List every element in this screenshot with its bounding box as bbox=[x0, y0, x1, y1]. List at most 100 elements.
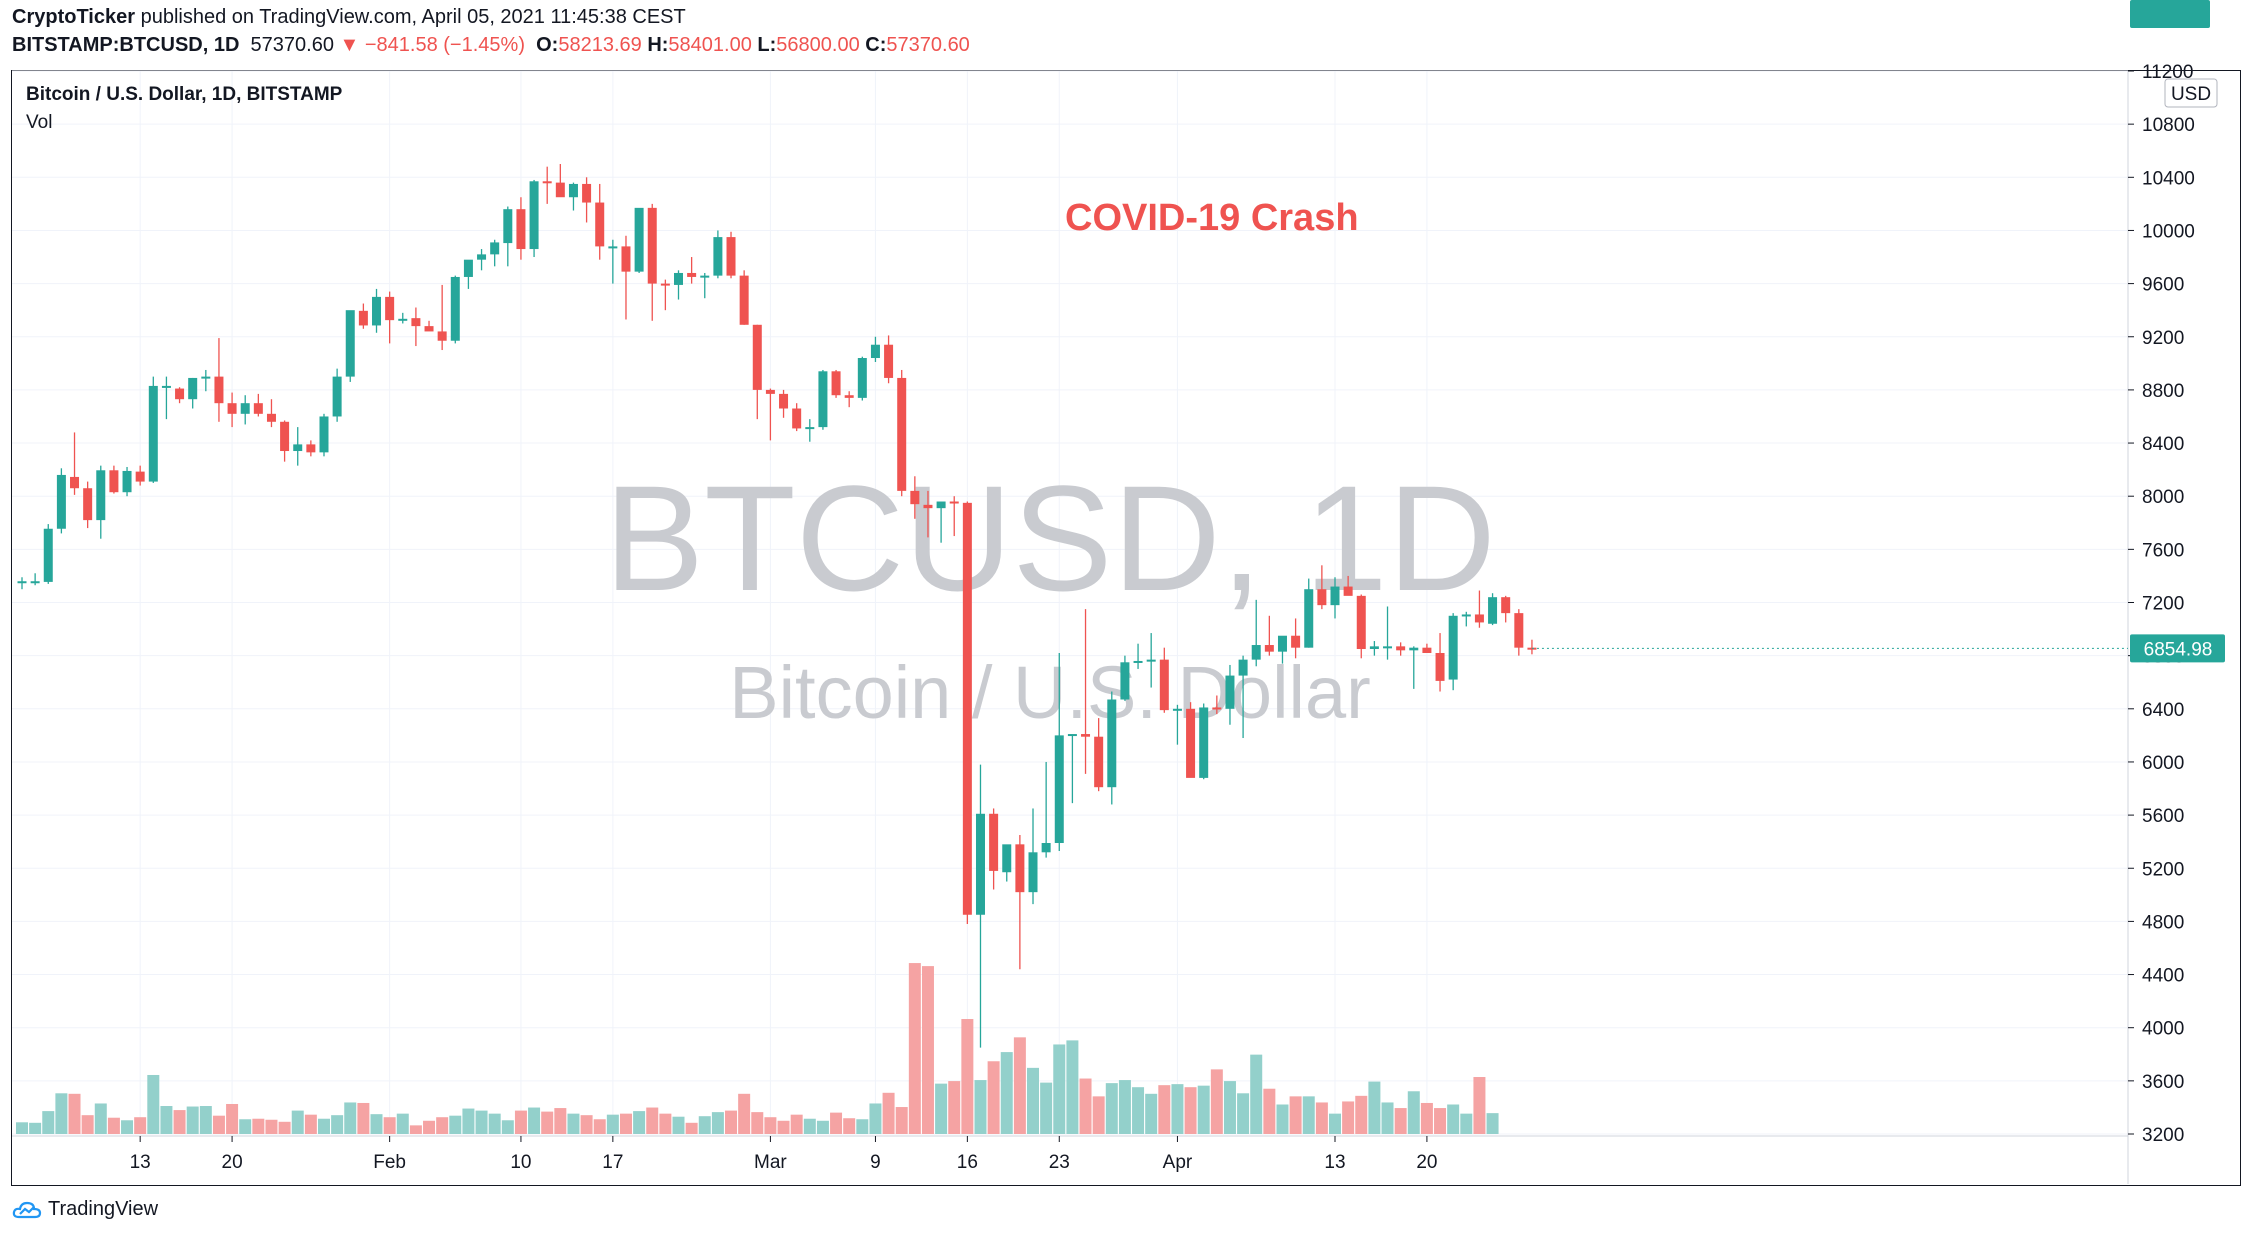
volume-bar bbox=[1184, 1087, 1197, 1134]
candle-body bbox=[1422, 647, 1432, 653]
volume-bar bbox=[331, 1115, 344, 1134]
volume-bar bbox=[29, 1122, 42, 1134]
price-change: ▼ −841.58 (−1.45%) bbox=[339, 34, 525, 56]
candle-body bbox=[1514, 613, 1524, 648]
x-tick-label: Feb bbox=[373, 1152, 406, 1173]
x-tick-label: 10 bbox=[510, 1152, 531, 1173]
x-tick-label: Apr bbox=[1163, 1152, 1193, 1173]
tradingview-logo[interactable]: TradingView bbox=[12, 1198, 158, 1221]
candle-body bbox=[739, 275, 749, 325]
candle-body bbox=[280, 421, 290, 452]
volume-bar bbox=[843, 1118, 856, 1134]
volume-bar bbox=[935, 1083, 948, 1134]
candle-body bbox=[437, 331, 447, 341]
candle-body bbox=[765, 389, 775, 394]
volume-bar bbox=[252, 1118, 265, 1134]
x-tick-label: 16 bbox=[957, 1152, 978, 1173]
volume-bar bbox=[357, 1102, 370, 1134]
candle-body bbox=[910, 490, 920, 505]
volume-bar bbox=[475, 1110, 488, 1134]
volume-bar bbox=[42, 1111, 55, 1134]
candle-body bbox=[490, 242, 500, 255]
candle-body bbox=[726, 237, 736, 276]
volume-bar bbox=[1381, 1102, 1394, 1134]
volume-bar bbox=[514, 1110, 527, 1134]
x-tick-label: Mar bbox=[754, 1152, 787, 1173]
low-label: L: bbox=[757, 34, 777, 56]
volume-bar bbox=[449, 1115, 462, 1134]
volume-bar bbox=[396, 1113, 409, 1134]
candle-body bbox=[398, 318, 408, 321]
symbol-label: BITSTAMP:BTCUSD, 1D bbox=[12, 34, 240, 56]
candle-body bbox=[135, 471, 145, 482]
candle-body bbox=[542, 181, 552, 184]
candle-body bbox=[792, 408, 802, 429]
candle-body bbox=[306, 444, 316, 453]
candle-body bbox=[345, 310, 355, 377]
volume-bar bbox=[265, 1119, 278, 1134]
cloud-icon bbox=[12, 1201, 42, 1218]
candle-body bbox=[109, 470, 119, 493]
volume-bar bbox=[1302, 1096, 1315, 1134]
volume-bar bbox=[68, 1093, 81, 1134]
volume-bar bbox=[659, 1113, 672, 1134]
candle-body bbox=[1107, 699, 1117, 788]
volume-bar bbox=[948, 1081, 961, 1134]
x-tick-label: 20 bbox=[222, 1152, 243, 1173]
volume-bar bbox=[107, 1117, 120, 1134]
close-value: 57370.60 bbox=[886, 34, 970, 56]
candle-body bbox=[1435, 652, 1445, 681]
candle-body bbox=[30, 581, 40, 584]
y-tick-label: 7200 bbox=[2142, 594, 2184, 615]
candle-body bbox=[332, 376, 342, 417]
candle-body bbox=[870, 344, 880, 359]
candle-body bbox=[779, 393, 789, 409]
candle-body bbox=[463, 259, 473, 277]
candle-body bbox=[700, 275, 710, 278]
volume-bar bbox=[1276, 1104, 1289, 1134]
volume-bar bbox=[1118, 1080, 1131, 1134]
volume-bar bbox=[199, 1106, 212, 1134]
candle-body bbox=[1238, 659, 1248, 676]
y-tick-label: 11200 bbox=[2142, 62, 2193, 83]
volume-bar bbox=[370, 1114, 383, 1134]
volume-bar bbox=[1000, 1052, 1013, 1134]
candle-body bbox=[385, 296, 395, 321]
candle-body bbox=[1212, 707, 1222, 710]
volume-bar bbox=[423, 1120, 436, 1134]
candle-body bbox=[358, 310, 368, 326]
close-label: C: bbox=[865, 34, 887, 56]
candle-body bbox=[621, 246, 631, 272]
candle-body bbox=[962, 502, 972, 915]
candle-body bbox=[214, 376, 224, 404]
volume-bar bbox=[1355, 1095, 1368, 1134]
candle-body bbox=[175, 388, 185, 400]
volume-bar bbox=[646, 1107, 659, 1134]
volume-bar bbox=[725, 1110, 738, 1134]
volume-bar bbox=[501, 1120, 514, 1134]
volume-bar bbox=[974, 1080, 987, 1134]
volume-bar bbox=[1263, 1088, 1276, 1134]
candle-body bbox=[1041, 843, 1051, 853]
volume-bar bbox=[1145, 1093, 1158, 1134]
volume-bar bbox=[554, 1108, 567, 1134]
candle-body bbox=[647, 207, 657, 284]
quote-line: BITSTAMP:BTCUSD, 1D 57370.60 ▼ −841.58 (… bbox=[12, 34, 970, 57]
candle-body bbox=[1081, 734, 1091, 737]
volume-tag bbox=[2130, 0, 2210, 28]
candle-body bbox=[319, 416, 329, 453]
volume-bar bbox=[567, 1113, 580, 1134]
volume-bar bbox=[278, 1121, 291, 1134]
volume-bar bbox=[173, 1110, 186, 1134]
volume-bar bbox=[711, 1112, 724, 1134]
candle-body bbox=[1251, 645, 1261, 660]
candle-body bbox=[1474, 614, 1484, 623]
volume-bar bbox=[147, 1074, 160, 1134]
x-tick-label: 17 bbox=[602, 1152, 623, 1173]
volume-bar bbox=[1105, 1083, 1118, 1134]
volume-bar bbox=[987, 1061, 1000, 1134]
volume-bar bbox=[528, 1107, 541, 1134]
candle-body bbox=[424, 326, 434, 332]
volume-bar bbox=[1132, 1087, 1145, 1134]
